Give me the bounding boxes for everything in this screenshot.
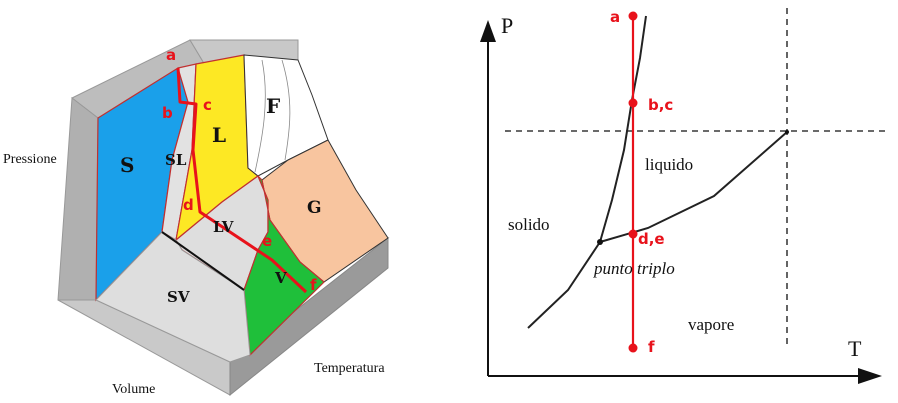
label-solid-vapor: SV [167,288,190,306]
label-vapore: vapore [688,315,734,334]
label-solid: S [120,153,134,177]
point-f-marker [628,343,638,353]
melting-curve [599,15,647,243]
fluid-contour-1 [254,59,266,173]
vaporization-curve [599,131,788,243]
label-liquido: liquido [645,155,693,174]
point-bc-2d: b,c [648,96,673,114]
sublimation-curve [527,241,601,329]
process-path-3d [176,67,308,294]
label-vapor: V [274,269,287,287]
triple-line [161,231,245,291]
point-d-3d: d [183,196,194,214]
axis-label-temperature: Temperatura [314,361,385,376]
triple-point-marker [597,239,603,245]
axis-label-volume: Volume [112,382,155,397]
point-a-2d: a [610,8,620,26]
label-solid-liquid: SL [165,151,187,169]
point-de-marker [628,229,638,239]
point-de-2d: d,e [638,230,665,248]
label-liquid-vapor: LV [213,218,234,236]
point-f-3d: f [310,276,317,294]
p-axis-arrow [480,20,496,42]
point-bc-marker [628,98,638,108]
point-a-3d: a [166,46,176,64]
base-right-face [229,236,389,397]
point-c-3d: c [203,96,212,114]
point-a-marker [628,11,638,21]
label-solido: solido [508,215,550,234]
label-gas: G [307,198,322,218]
critical-point-marker [785,130,789,134]
label-liquid: L [212,123,226,147]
pvt-surface-diagram: a b c d e f S SL L F G LV V SV Pressione… [3,39,390,397]
label-punto-triplo: punto triplo [593,259,675,278]
axis-label-p: P [501,13,513,38]
back-wall-side [57,97,99,301]
point-f-2d: f [648,338,655,356]
axis-label-pressure: Pressione [3,152,57,167]
t-axis-arrow [858,368,882,384]
point-e-3d: e [262,232,272,250]
label-fluid: F [266,94,280,118]
fluid-contour-2 [281,59,291,161]
axis-label-t: T [848,336,862,361]
point-b-3d: b [162,104,173,122]
